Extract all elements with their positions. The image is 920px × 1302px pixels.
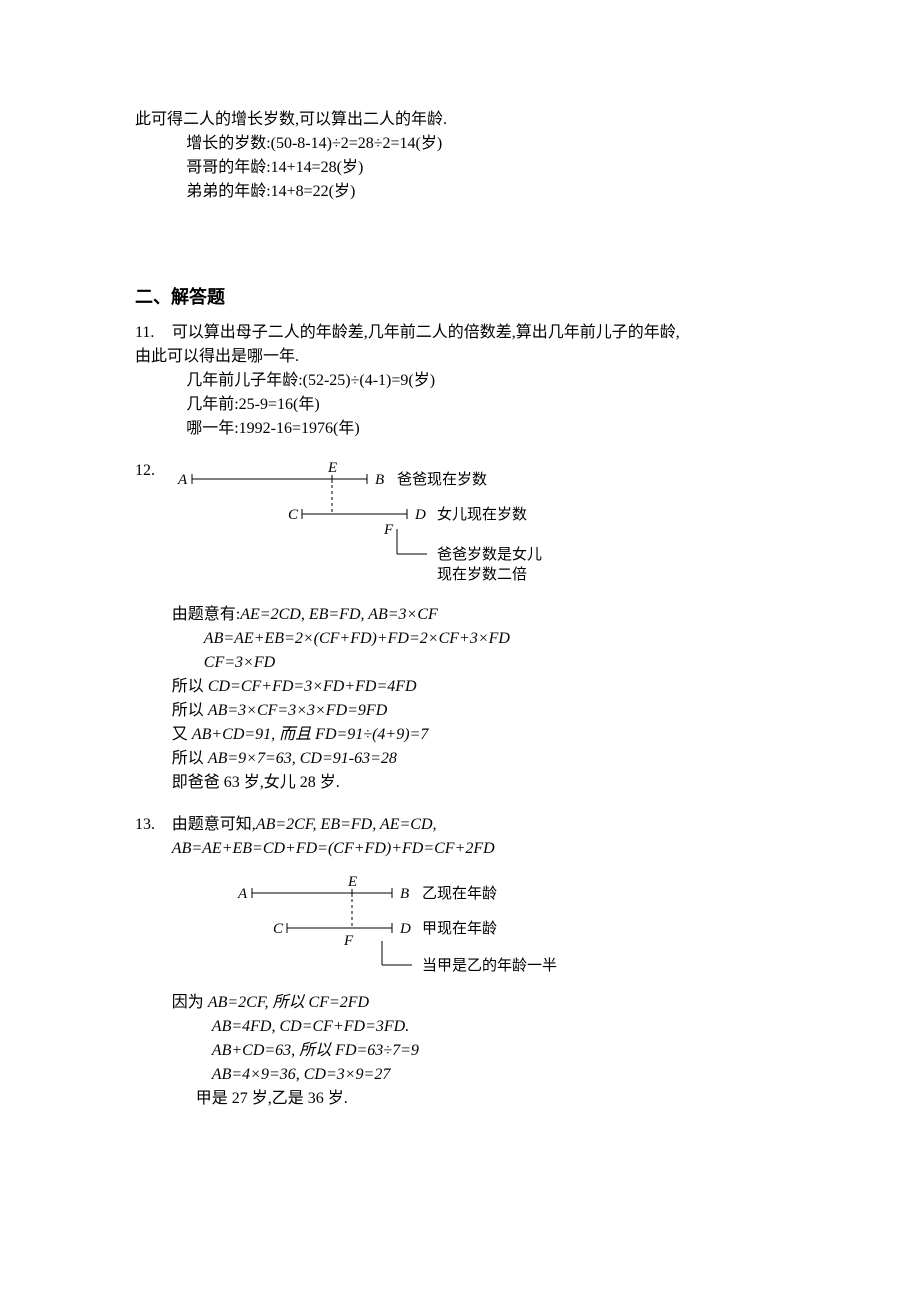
svg-text:B: B — [375, 472, 384, 488]
svg-text:爸爸现在岁数: 爸爸现在岁数 — [397, 471, 487, 488]
q13-diagram: A E B C D F 乙现在年龄 甲现在年龄 当甲是乙的年龄一半 — [232, 873, 632, 983]
q12-eq-3: CF=3×FD — [204, 654, 275, 671]
svg-text:A: A — [237, 886, 248, 902]
svg-text:甲现在年龄: 甲现在年龄 — [422, 920, 497, 937]
q12-pre-4: 所以 — [172, 678, 208, 695]
q12-diagram: A E B C D F 爸爸现在岁数 女儿现在岁数 爸爸岁数是女儿 现在岁数二倍 — [172, 459, 602, 589]
q12-eq-6: AB+CD=91, 而且 FD=91÷(4+9)=7 — [192, 726, 429, 743]
q13-pre-3: 因为 — [172, 994, 208, 1011]
q12-pre-6: 又 — [172, 726, 192, 743]
q13-eq-3: AB=2CF, 所以 CF=2FD — [208, 994, 369, 1011]
q13-eq-5: AB+CD=63, 所以 FD=63÷7=9 — [212, 1042, 419, 1059]
q12-eq-5: AB=3×CF=3×3×FD=9FD — [208, 702, 387, 719]
svg-text:女儿现在岁数: 女儿现在岁数 — [437, 505, 527, 523]
q13-number: 13. — [135, 813, 172, 991]
q11-calc-1: 几年前儿子年龄:(52-25)÷(4-1)=9(岁) — [135, 369, 785, 393]
svg-text:E: E — [347, 874, 357, 890]
svg-text:C: C — [273, 921, 284, 937]
svg-text:当甲是乙的年龄一半: 当甲是乙的年龄一半 — [422, 957, 557, 974]
q13-conclusion: 甲是 27 岁,乙是 36 岁. — [172, 1087, 785, 1111]
section-title: 二、解答题 — [135, 284, 785, 311]
q13-eq-1: AB=2CF, EB=FD, AE=CD, — [256, 816, 437, 833]
q12-number: 12. — [135, 459, 172, 589]
q13-eq-6: AB=4×9=36, CD=3×9=27 — [212, 1066, 391, 1083]
q12-eq-7: AB=9×7=63, CD=91-63=28 — [208, 750, 397, 767]
q11-number: 11. — [135, 321, 172, 345]
svg-text:乙现在年龄: 乙现在年龄 — [422, 885, 497, 902]
svg-text:F: F — [343, 933, 354, 949]
question-11: 11. 可以算出母子二人的年龄差,几年前二人的倍数差,算出几年前儿子的年龄, — [135, 321, 785, 345]
q11-text-b: 由此可以得出是哪一年. — [135, 345, 785, 369]
q12-pre-5: 所以 — [172, 702, 208, 719]
svg-text:A: A — [177, 472, 188, 488]
q12-eq-2: AB=AE+EB=2×(CF+FD)+FD=2×CF+3×FD — [204, 630, 510, 647]
q12-conclusion: 即爸爸 63 岁,女儿 28 岁. — [172, 771, 785, 795]
svg-text:C: C — [288, 507, 299, 523]
svg-text:F: F — [383, 522, 394, 538]
q11-calc-2: 几年前:25-9=16(年) — [135, 393, 785, 417]
intro-calc-2: 哥哥的年龄:14+14=28(岁) — [135, 156, 785, 180]
intro-calc-1: 增长的岁数:(50-8-14)÷2=28÷2=14(岁) — [135, 132, 785, 156]
q12-eq-1: AE=2CD, EB=FD, AB=3×CF — [240, 606, 438, 623]
q12-pre-7: 所以 — [172, 750, 208, 767]
q13-eq-4: AB=4FD, CD=CF+FD=3FD. — [212, 1018, 409, 1035]
svg-text:B: B — [400, 886, 409, 902]
q12-pre-1: 由题意有: — [172, 606, 240, 623]
intro-calc-3: 弟弟的年龄:14+8=22(岁) — [135, 180, 785, 204]
svg-text:D: D — [414, 507, 426, 523]
q13-pre-1: 由题意可知, — [172, 816, 256, 833]
question-12: 12. A E B — [135, 459, 785, 589]
svg-text:E: E — [327, 460, 337, 476]
intro-line: 此可得二人的增长岁数,可以算出二人的年龄. — [135, 108, 785, 132]
q11-calc-3: 哪一年:1992-16=1976(年) — [135, 417, 785, 441]
q11-text-a: 可以算出母子二人的年龄差,几年前二人的倍数差,算出几年前儿子的年龄, — [172, 324, 680, 341]
svg-text:爸爸岁数是女儿: 爸爸岁数是女儿 — [437, 545, 542, 563]
svg-text:现在岁数二倍: 现在岁数二倍 — [437, 566, 527, 583]
q13-eq-2: AB=AE+EB=CD+FD=(CF+FD)+FD=CF+2FD — [172, 840, 495, 857]
q12-eq-4: CD=CF+FD=3×FD+FD=4FD — [208, 678, 417, 695]
q12-work: 由题意有:AE=2CD, EB=FD, AB=3×CF AB=AE+EB=2×(… — [172, 603, 785, 795]
question-13: 13. 由题意可知,AB=2CF, EB=FD, AE=CD, AB=AE+EB… — [135, 813, 785, 991]
svg-text:D: D — [399, 921, 411, 937]
q13-work: 因为 AB=2CF, 所以 CF=2FD AB=4FD, CD=CF+FD=3F… — [172, 991, 785, 1111]
